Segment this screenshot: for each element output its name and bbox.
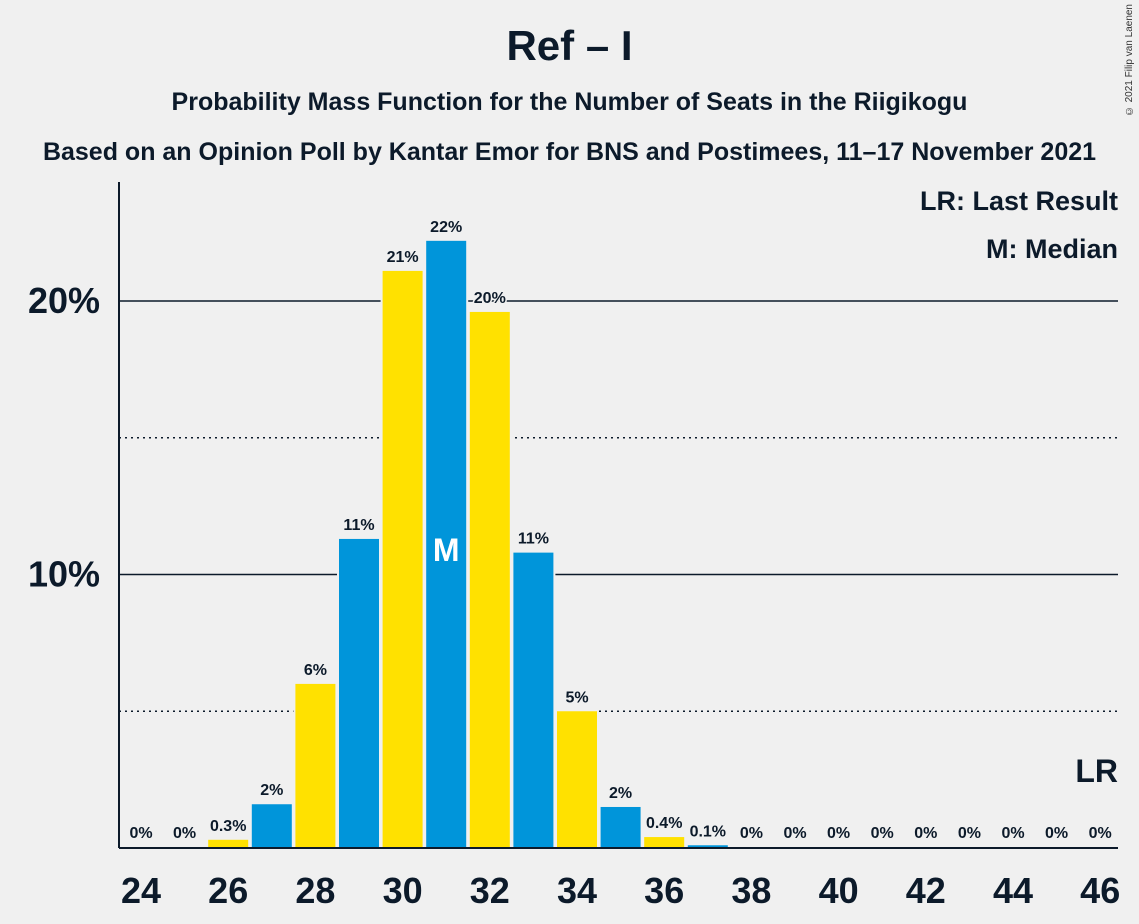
bar (208, 839, 249, 848)
data-label: 0% (1089, 825, 1112, 842)
data-label: 5% (565, 689, 588, 706)
bar (644, 837, 685, 848)
x-tick-label: 40 (819, 870, 859, 911)
legend-entry: M: Median (986, 234, 1118, 264)
data-label: 2% (260, 782, 283, 799)
bar (557, 711, 597, 848)
chart-source: Based on an Opinion Poll by Kantar Emor … (42, 138, 1097, 166)
chart-title: Ref – I (506, 22, 633, 69)
bar (687, 845, 728, 848)
data-label: 11% (518, 531, 549, 548)
y-tick-label: 20% (28, 280, 100, 321)
data-label: 0.3% (210, 818, 246, 835)
y-tick-label: 10% (28, 554, 100, 595)
data-label: 22% (430, 219, 462, 236)
x-tick-label: 38 (731, 870, 771, 911)
bar (295, 683, 336, 848)
data-label: 0% (173, 825, 196, 842)
bar (382, 270, 423, 848)
bar (469, 311, 510, 848)
data-label: 0% (958, 825, 981, 842)
bar (600, 806, 641, 848)
data-label: 0% (129, 825, 152, 842)
bar (513, 552, 554, 848)
last-result-marker: LR (1075, 753, 1118, 789)
data-label: 21% (387, 249, 419, 266)
data-label: 0% (914, 825, 937, 842)
data-label: 0% (783, 825, 806, 842)
data-label: 0% (1045, 825, 1068, 842)
data-label: 0% (827, 825, 850, 842)
data-label: 0.1% (690, 823, 726, 840)
x-tick-label: 34 (557, 870, 597, 911)
x-tick-label: 26 (208, 870, 248, 911)
bar (339, 538, 379, 848)
median-marker: M (433, 532, 460, 568)
chart-subtitle: Probability Mass Function for the Number… (171, 88, 968, 116)
bar (426, 240, 467, 848)
data-label: 2% (609, 785, 632, 802)
data-label: 0.4% (646, 815, 682, 832)
x-tick-label: 42 (906, 870, 946, 911)
x-tick-label: 24 (121, 870, 161, 911)
legend-entry: LR: Last Result (920, 186, 1118, 216)
x-tick-label: 36 (644, 870, 684, 911)
data-label: 0% (871, 825, 894, 842)
x-tick-label: 44 (993, 870, 1033, 911)
data-label: 20% (474, 290, 506, 307)
x-tick-label: 30 (383, 870, 423, 911)
data-label: 6% (304, 662, 327, 679)
data-label: 0% (1001, 825, 1024, 842)
data-label: 0% (740, 825, 763, 842)
x-tick-label: 28 (295, 870, 335, 911)
data-label: 11% (343, 517, 374, 534)
bar (251, 804, 292, 848)
x-tick-label: 46 (1080, 870, 1120, 911)
x-tick-label: 32 (470, 870, 510, 911)
